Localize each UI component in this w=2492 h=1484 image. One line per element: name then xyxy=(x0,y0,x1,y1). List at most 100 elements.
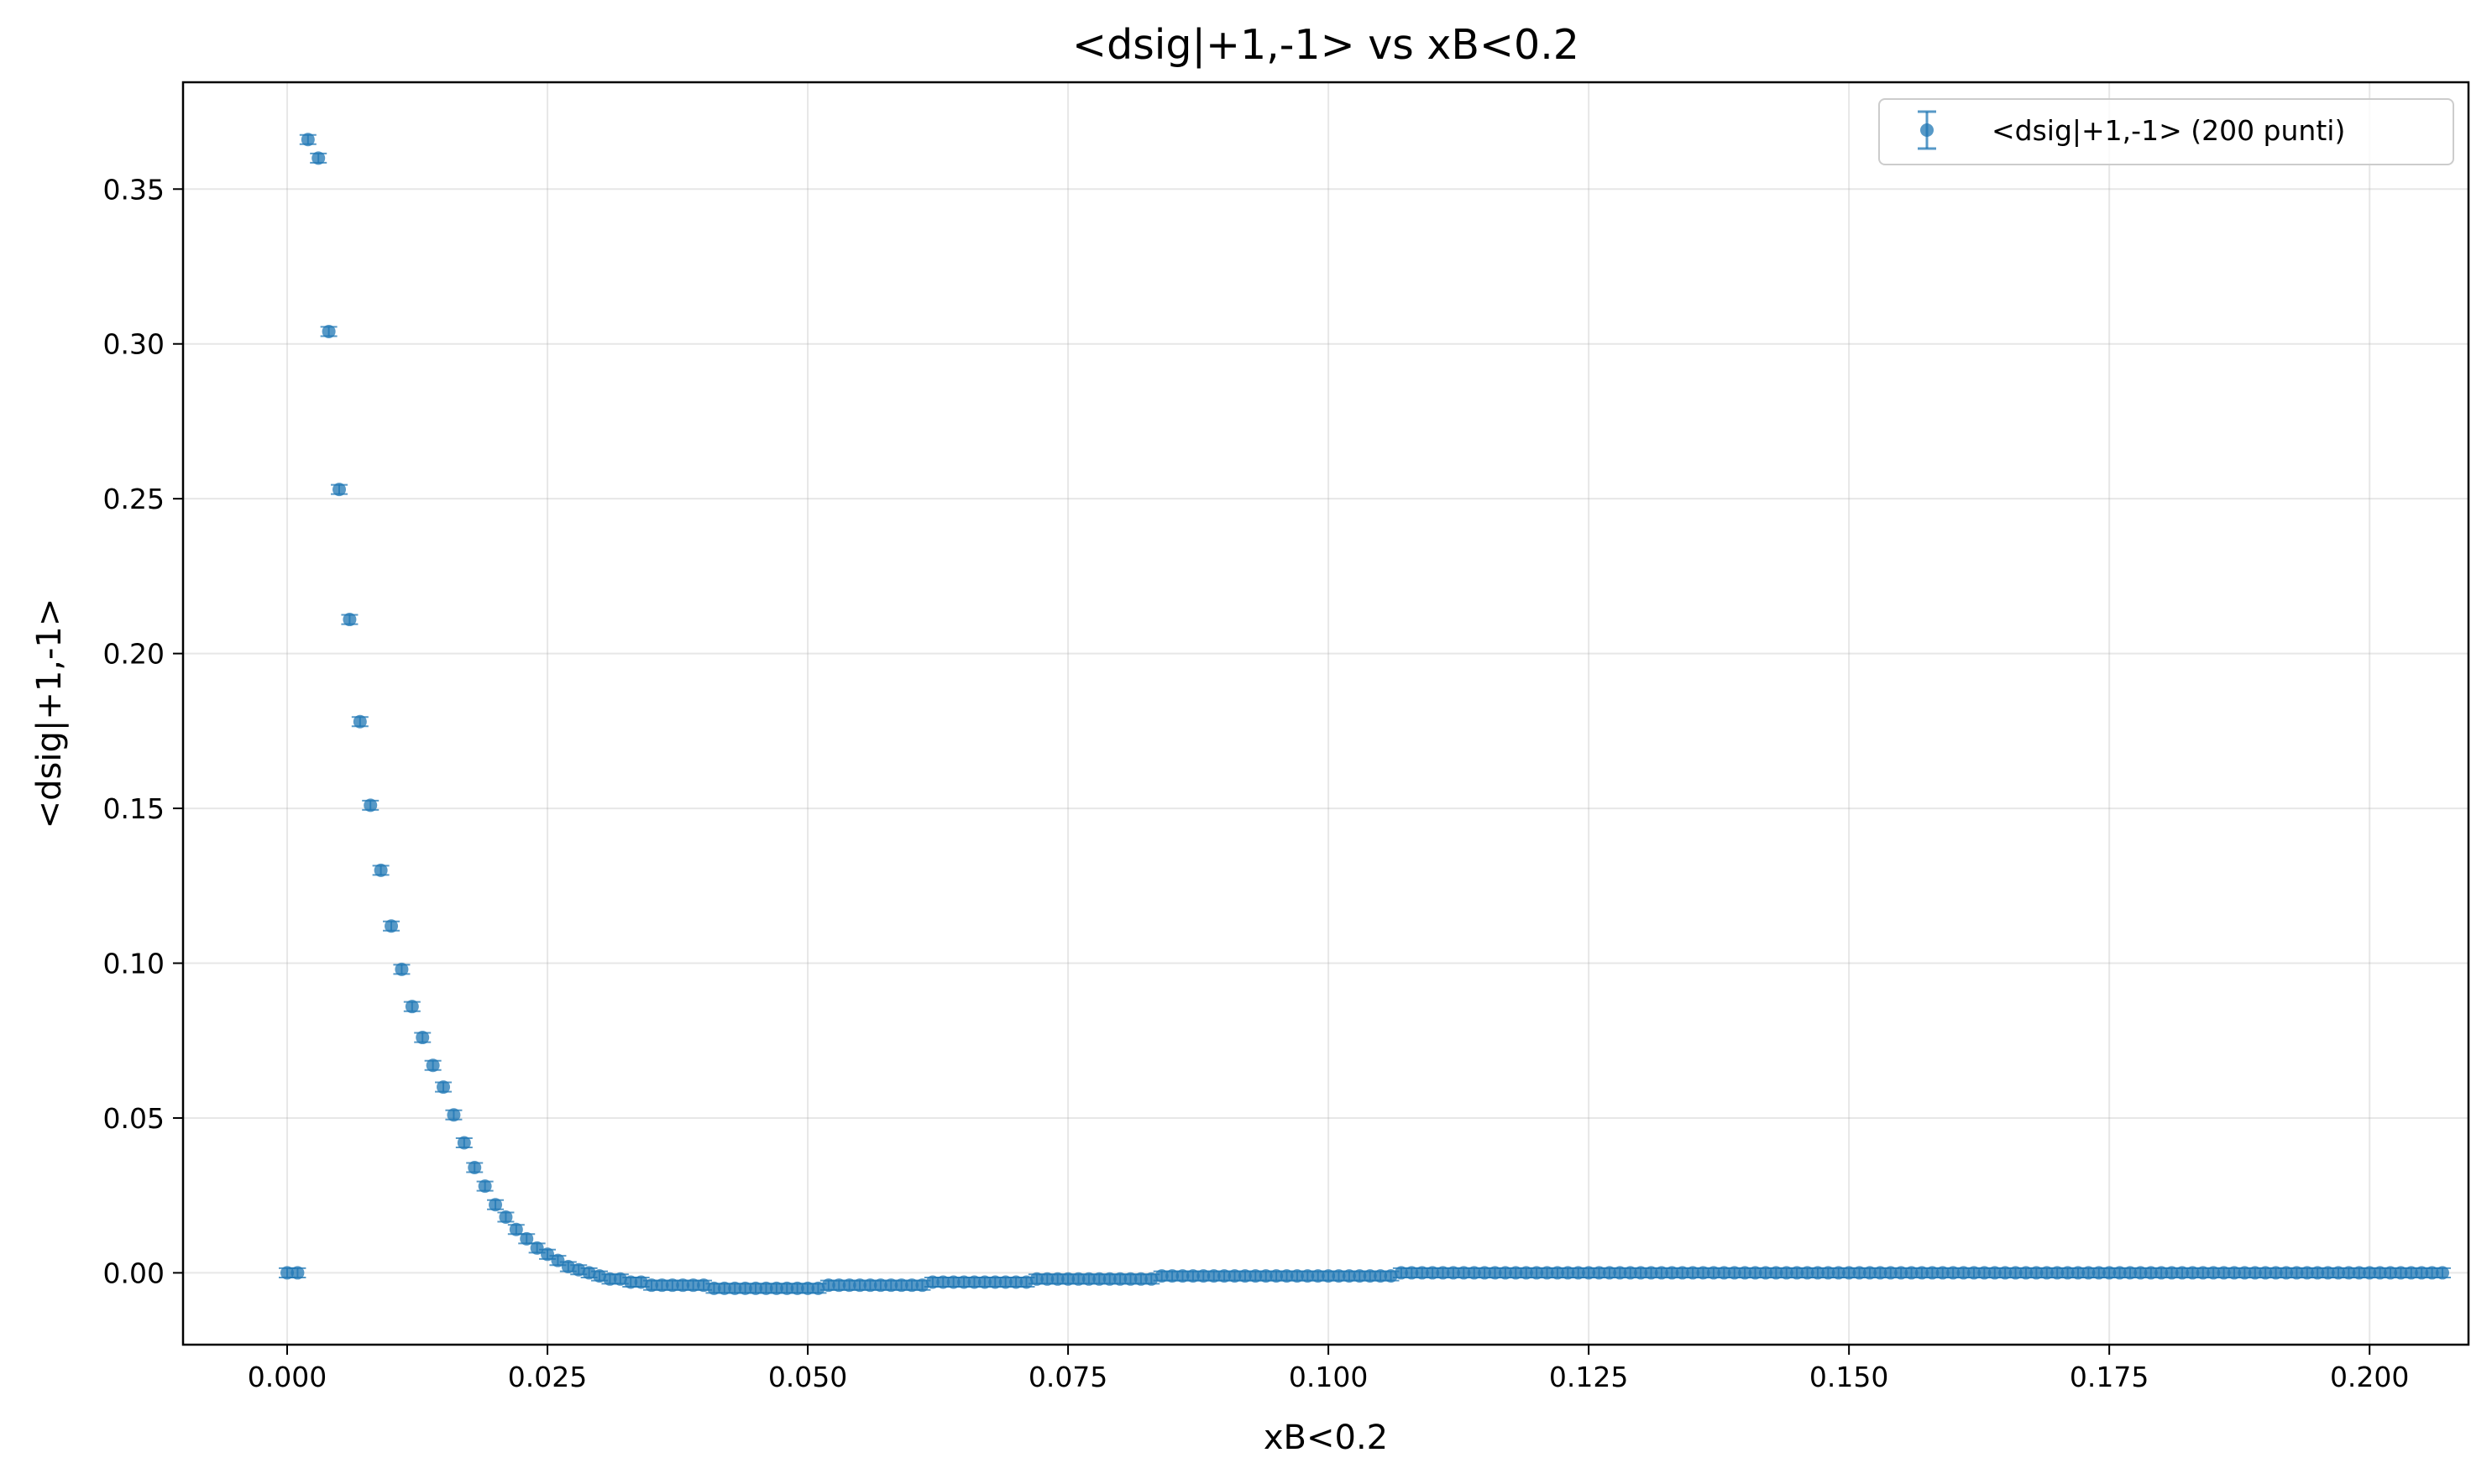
data-marker xyxy=(936,1275,950,1289)
data-marker xyxy=(1852,1266,1866,1280)
data-marker xyxy=(1436,1266,1450,1280)
x-tick-label: 0.075 xyxy=(1029,1361,1107,1393)
data-marker xyxy=(790,1281,804,1295)
data-marker xyxy=(457,1136,471,1150)
data-point xyxy=(1018,1275,1035,1289)
data-marker xyxy=(1977,1266,1992,1280)
y-tick-label: 0.25 xyxy=(103,483,165,515)
data-marker xyxy=(1478,1266,1492,1280)
data-marker xyxy=(1029,1272,1044,1286)
data-point xyxy=(299,133,317,147)
data-marker xyxy=(2144,1266,2158,1280)
x-tick-label: 0.100 xyxy=(1289,1361,1368,1393)
data-marker xyxy=(2133,1266,2148,1280)
y-axis-label: <dsig|+1,-1> xyxy=(30,598,69,829)
data-marker xyxy=(1686,1266,1700,1280)
data-marker xyxy=(1935,1266,1950,1280)
data-marker xyxy=(1270,1269,1284,1283)
data-marker xyxy=(686,1278,700,1293)
x-tick-label: 0.000 xyxy=(248,1361,327,1393)
data-point xyxy=(778,1281,796,1295)
data-marker xyxy=(541,1247,555,1262)
data-marker xyxy=(863,1278,877,1293)
data-point xyxy=(695,1278,713,1293)
data-point xyxy=(1288,1269,1306,1283)
data-marker xyxy=(873,1278,887,1293)
data-point xyxy=(1788,1266,1806,1280)
data-marker xyxy=(1353,1269,1367,1283)
data-marker xyxy=(676,1278,690,1293)
data-marker xyxy=(2435,1266,2449,1280)
data-point xyxy=(476,1179,494,1194)
data-point xyxy=(1621,1266,1639,1280)
data-marker xyxy=(1810,1266,1824,1280)
data-marker xyxy=(1384,1269,1398,1283)
data-point xyxy=(1767,1266,1785,1280)
data-marker xyxy=(853,1278,867,1293)
plot-frame xyxy=(181,81,2470,1346)
data-marker xyxy=(988,1275,1003,1289)
data-marker xyxy=(1748,1266,1762,1280)
data-marker xyxy=(1769,1266,1783,1280)
data-marker xyxy=(946,1275,961,1289)
data-marker xyxy=(811,1281,825,1295)
data-marker xyxy=(603,1272,617,1286)
data-marker xyxy=(364,798,378,813)
data-marker xyxy=(2123,1266,2137,1280)
data-marker xyxy=(2081,1266,2096,1280)
data-marker xyxy=(1374,1269,1388,1283)
data-marker xyxy=(2165,1266,2179,1280)
data-point xyxy=(289,1266,306,1280)
data-marker xyxy=(437,1080,451,1095)
data-marker xyxy=(1498,1266,1512,1280)
data-marker xyxy=(1311,1269,1325,1283)
data-point xyxy=(861,1278,879,1293)
data-point xyxy=(653,1278,671,1293)
data-marker xyxy=(821,1278,835,1293)
data-marker xyxy=(1821,1266,1835,1280)
data-marker xyxy=(1217,1269,1232,1283)
x-tick-label: 0.200 xyxy=(2330,1361,2409,1393)
data-marker xyxy=(1914,1266,1929,1280)
axis-ticks: 0.000 0.025 0.050 0.075 0.100 0.125 0.150 0.175… xyxy=(103,173,2410,1393)
data-point xyxy=(424,1058,442,1073)
data-marker xyxy=(2321,1266,2335,1280)
data-marker xyxy=(2008,1266,2023,1280)
data-marker xyxy=(1904,1266,1919,1280)
data-marker xyxy=(2394,1266,2408,1280)
data-marker xyxy=(624,1275,638,1289)
data-marker xyxy=(2092,1266,2106,1280)
y-tick-label: 0.35 xyxy=(103,173,165,206)
data-marker xyxy=(353,714,367,729)
data-point xyxy=(341,613,359,627)
data-point xyxy=(580,1266,598,1280)
data-marker xyxy=(1800,1266,1814,1280)
data-marker xyxy=(1457,1266,1471,1280)
data-marker xyxy=(915,1278,929,1293)
data-marker xyxy=(405,1000,419,1014)
data-marker xyxy=(1540,1266,1554,1280)
data-point xyxy=(320,324,338,338)
data-point xyxy=(403,1000,421,1014)
data-marker xyxy=(967,1275,982,1289)
data-marker xyxy=(1717,1266,1731,1280)
data-marker xyxy=(905,1278,919,1293)
data-marker xyxy=(1405,1266,1419,1280)
data-marker xyxy=(1196,1269,1211,1283)
data-marker xyxy=(801,1281,815,1295)
data-marker xyxy=(2196,1266,2210,1280)
data-marker xyxy=(884,1278,898,1293)
data-point xyxy=(2225,1266,2243,1280)
data-marker xyxy=(561,1260,575,1274)
data-marker xyxy=(1602,1266,1616,1280)
data-point xyxy=(310,151,327,165)
data-marker xyxy=(499,1210,513,1225)
data-marker xyxy=(769,1281,783,1295)
data-marker xyxy=(613,1272,627,1286)
data-marker xyxy=(2290,1266,2304,1280)
data-point xyxy=(893,1278,910,1293)
x-tick-label: 0.150 xyxy=(1809,1361,1888,1393)
data-marker xyxy=(2300,1266,2314,1280)
